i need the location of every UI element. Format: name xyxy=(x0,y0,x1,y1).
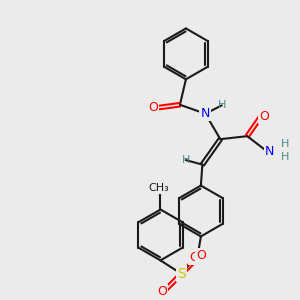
Text: CH₃: CH₃ xyxy=(148,183,170,193)
Text: O: O xyxy=(196,249,206,262)
Text: O: O xyxy=(148,101,158,114)
Text: O: O xyxy=(260,110,269,123)
Text: N: N xyxy=(265,145,274,158)
Text: O: O xyxy=(157,285,167,298)
Text: H: H xyxy=(182,155,190,165)
Text: N: N xyxy=(201,107,210,120)
Text: H: H xyxy=(218,100,226,110)
Text: H: H xyxy=(281,139,290,149)
Text: H: H xyxy=(281,152,290,162)
Text: S: S xyxy=(177,267,186,281)
Text: O: O xyxy=(189,251,199,264)
